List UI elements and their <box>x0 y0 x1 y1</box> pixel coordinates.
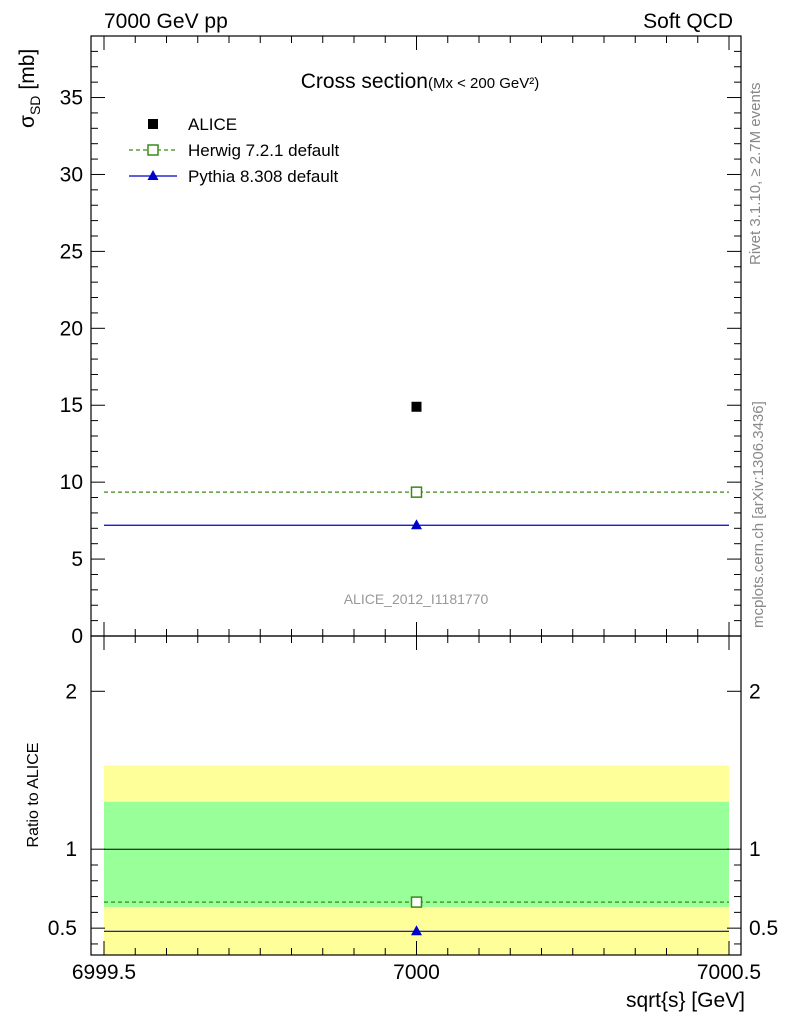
y-tick-label: 30 <box>60 163 83 186</box>
header-energy-label: 7000 GeV pp <box>104 10 228 33</box>
rivet-version-label: Rivet 3.1.10, ≥ 2.7M events <box>747 83 764 266</box>
mcplots-reference-label: mcplots.cern.ch [arXiv:1306.3436] <box>750 401 767 628</box>
legend-label-herwig: Herwig 7.2.1 default <box>188 141 339 160</box>
legend-marker-pythia <box>147 170 159 180</box>
x-axis-label: sqrt{s} [GeV] <box>626 989 745 1012</box>
ratio-y-tick-label-left: 1 <box>65 838 77 861</box>
main-y-axis-label: σSD[mb] <box>16 49 43 128</box>
legend: ALICE Herwig 7.2.1 default Pythia 8.308 de… <box>129 115 339 186</box>
ratio-y-tick-label-left: 2 <box>65 680 77 703</box>
y-tick-label: 0 <box>71 625 83 648</box>
y-tick-label: 5 <box>71 548 83 571</box>
y-tick-label: 20 <box>60 317 83 340</box>
header-category-label: Soft QCD <box>643 10 733 33</box>
y-tick-label: 35 <box>60 87 83 110</box>
ratio-y-tick-label-left: 0.5 <box>48 917 77 940</box>
svg-text:σSD[mb]: σSD[mb] <box>16 49 43 128</box>
y-tick-label: 25 <box>60 240 83 263</box>
ratio-y-tick-label-right: 1 <box>749 838 761 861</box>
ratio-y-tick-label-right: 2 <box>749 680 761 703</box>
legend-label-alice: ALICE <box>188 115 237 134</box>
pythia-point <box>411 519 422 530</box>
y-tick-label: 15 <box>60 394 83 417</box>
ratio-y-tick-label-right: 0.5 <box>749 917 778 940</box>
chart-title: Cross section(Mx < 200 GeV²) <box>301 70 540 93</box>
uncertainty-band-inner <box>104 801 729 907</box>
legend-marker-alice <box>148 119 158 129</box>
y-tick-label: 10 <box>60 471 83 494</box>
legend-label-pythia: Pythia 8.308 default <box>188 167 339 186</box>
legend-marker-herwig <box>147 144 159 156</box>
x-tick-label: 7000.5 <box>697 961 761 984</box>
herwig-point <box>410 486 423 498</box>
alice-point <box>411 401 422 412</box>
ratio-y-axis-label: Ratio to ALICE <box>25 743 42 848</box>
main-panel: Cross section(Mx < 200 GeV²) σSD[mb] ALI… <box>16 35 742 648</box>
herwig-ratio-point <box>410 896 423 908</box>
x-tick-label: 7000 <box>393 961 440 984</box>
ratio-plot-frame <box>90 635 742 956</box>
x-tick-label: 6999.5 <box>72 961 136 984</box>
analysis-watermark: ALICE_2012_I1181770 <box>344 591 489 607</box>
pythia-ratio-point <box>411 925 422 936</box>
ratio-panel: 0.5 0.5 1 1 2 2 6999.5 7000 7000.5 Ratio to ALIC… <box>25 635 778 1012</box>
